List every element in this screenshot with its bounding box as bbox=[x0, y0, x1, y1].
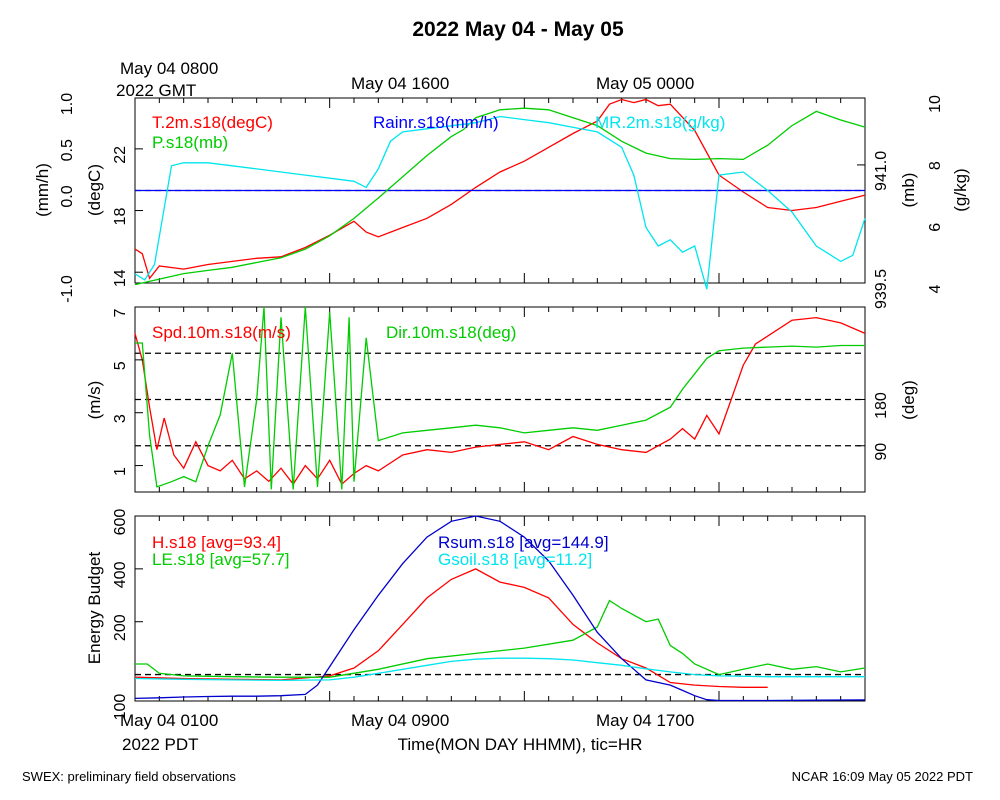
series-line-2-1 bbox=[135, 599, 866, 678]
legend-entry-top-2: P.s18(mb) bbox=[152, 133, 228, 152]
series-line-2-0 bbox=[134, 568, 768, 688]
bottom-time-label-2: May 04 0900 bbox=[351, 711, 449, 730]
bottom-time-label-0: May 04 0100 bbox=[120, 711, 218, 730]
legend-entry-bot-0: H.s18 [avg=93.4] bbox=[152, 533, 281, 552]
speed-tick-label-0: 1 bbox=[112, 467, 129, 476]
rain-axis-label: (mm/h) bbox=[33, 163, 52, 217]
energy-tick-label-3: 600 bbox=[112, 509, 129, 536]
panel-bottom: 100 200 400 600 Energy Budget H.s18 [avg=93.4… bbox=[85, 509, 866, 721]
temp-tick-label-0: 14 bbox=[112, 269, 129, 287]
speed-tick-label-1: 3 bbox=[112, 414, 129, 423]
mr-tick-label-0: 4 bbox=[927, 284, 944, 293]
mr-tick-label-1: 6 bbox=[927, 223, 944, 232]
series-line-2-2 bbox=[134, 515, 866, 702]
chart-title: 2022 May 04 - May 05 bbox=[412, 18, 624, 41]
legend-entry-bot-1: LE.s18 [avg=57.7] bbox=[152, 550, 290, 569]
footer-left: SWEX: preliminary field observations bbox=[22, 769, 236, 784]
energy-axis-label: Energy Budget bbox=[85, 551, 104, 664]
top-time-label-3: May 05 0000 bbox=[596, 74, 694, 93]
top-time-label-2: May 04 1600 bbox=[351, 74, 449, 93]
pressure-axis-label: (mb) bbox=[899, 173, 918, 208]
mr-tick-label-3: 10 bbox=[927, 95, 944, 113]
series-line-0-0 bbox=[134, 98, 866, 280]
rain-tick-label-1: 0.0 bbox=[59, 185, 76, 207]
panel-middle: 1 3 5 7 (m/s) 90 180 (deg) Spd.10m.s18(m/s) Dir.1… bbox=[85, 306, 918, 493]
pressure-tick-label-0: 939.5 bbox=[873, 269, 890, 309]
energy-tick-label-0: 100 bbox=[112, 694, 129, 721]
series-line-0-2 bbox=[134, 107, 866, 286]
series-line-0-3 bbox=[134, 115, 866, 290]
rain-tick-label-0: -1.0 bbox=[59, 275, 76, 303]
pressure-tick-label-1: 941.0 bbox=[873, 151, 890, 191]
legend-entry-bot-2: Rsum.s18 [avg=144.9] bbox=[438, 533, 609, 552]
speed-axis-label: (m/s) bbox=[85, 381, 104, 420]
dir-tick-label-1: 180 bbox=[873, 392, 890, 419]
temp-axis-label: (degC) bbox=[85, 164, 104, 216]
speed-tick-label-2: 5 bbox=[112, 361, 129, 370]
series-line-2-3 bbox=[134, 657, 865, 682]
energy-tick-label-1: 200 bbox=[112, 614, 129, 641]
temp-tick-label-1: 18 bbox=[112, 208, 129, 226]
series-line-1-0 bbox=[134, 316, 866, 486]
legend-entry-top-3: MR.2m.s18(g/kg) bbox=[595, 113, 725, 132]
mr-axis-label: (g/kg) bbox=[951, 168, 970, 211]
rain-tick-label-2: 0.5 bbox=[59, 139, 76, 161]
top-time-label-1: 2022 GMT bbox=[116, 81, 196, 100]
top-time-label-0: May 04 0800 bbox=[120, 59, 218, 78]
legend-entry-mid-1: Dir.10m.s18(deg) bbox=[386, 323, 516, 342]
legend-entry-top-1: Rainr.s18(mm/h) bbox=[373, 113, 499, 132]
dir-tick-label-0: 90 bbox=[873, 443, 890, 461]
bottom-time-label-3: May 04 1700 bbox=[596, 711, 694, 730]
footer-right: NCAR 16:09 May 05 2022 PDT bbox=[792, 769, 973, 784]
bottom-time-label-1: 2022 PDT bbox=[122, 735, 199, 754]
mr-tick-label-2: 8 bbox=[927, 161, 944, 170]
legend-entry-top-0: T.2m.s18(degC) bbox=[152, 113, 273, 132]
energy-tick-label-2: 400 bbox=[112, 561, 129, 588]
speed-tick-label-3: 7 bbox=[112, 308, 129, 317]
legend-entry-bot-3: Gsoil.s18 [avg=11.2] bbox=[438, 550, 592, 569]
x-axis-label: Time(MON DAY HHMM), tic=HR bbox=[398, 735, 643, 754]
rain-tick-label-3: 1.0 bbox=[59, 93, 76, 115]
legend-entry-mid-0: Spd.10m.s18(m/s) bbox=[152, 323, 291, 342]
series-line-1-1 bbox=[135, 306, 865, 490]
temp-tick-label-2: 22 bbox=[112, 146, 129, 164]
dir-axis-label: (deg) bbox=[899, 380, 918, 420]
panel-top: -1.0 0.0 0.5 1.0 (mm/h) 14 18 22 (degC) 939.5 941.… bbox=[33, 93, 970, 309]
